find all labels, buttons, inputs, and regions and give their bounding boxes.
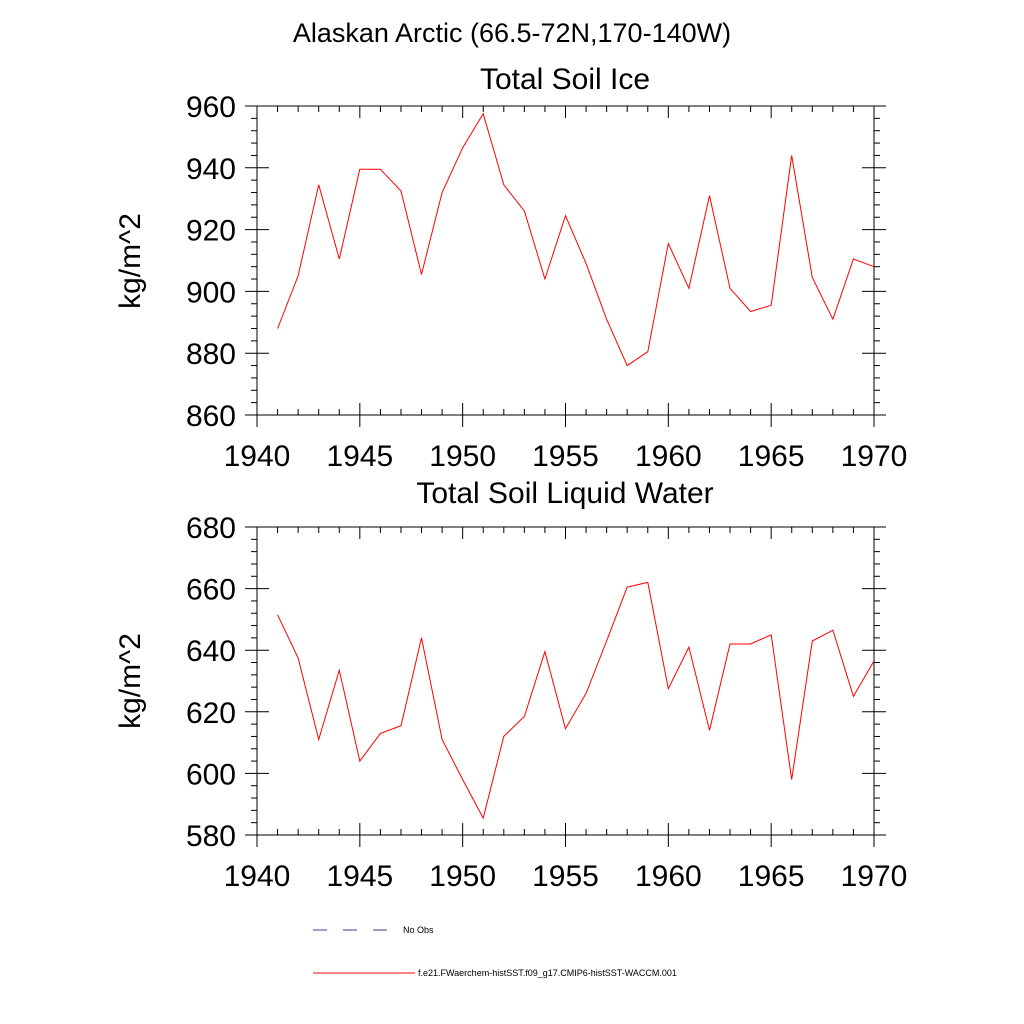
y-tick-label: 940 <box>186 153 236 186</box>
y-tick-label: 880 <box>186 338 236 371</box>
figure-title: Alaskan Arctic (66.5-72N,170-140W) <box>293 18 731 48</box>
y-tick-label: 640 <box>186 635 236 668</box>
y-axis-label: kg/m^2 <box>114 213 147 309</box>
x-tick-label: 1955 <box>532 860 599 893</box>
y-tick-label: 600 <box>186 758 236 791</box>
legend: No Obs f.e21.FWaerchem-histSST.f09_g17.C… <box>313 925 677 978</box>
x-tick-label: 1940 <box>224 860 291 893</box>
x-tick-label: 1965 <box>738 860 805 893</box>
legend-model-label: f.e21.FWaerchem-histSST.f09_g17.CMIP6-hi… <box>418 968 677 978</box>
x-tick-label: 1960 <box>635 860 702 893</box>
x-tick-label: 1970 <box>841 860 908 893</box>
y-tick-label: 620 <box>186 697 236 730</box>
x-tick-label: 1970 <box>841 440 908 473</box>
series-line <box>277 581 875 820</box>
plot-frame <box>256 526 875 836</box>
tick-group: 1940 1945 1950 1955 1960 1965 1970 860 880 900 920… <box>186 91 907 473</box>
series-group <box>277 112 875 367</box>
panel-total-soil-liquid-water: Total Soil Liquid Water kg/m^2 1940 1945 1… <box>114 477 907 893</box>
x-tick-label: 1945 <box>326 860 393 893</box>
y-tick-label: 580 <box>186 820 236 853</box>
y-tick-label: 920 <box>186 215 236 248</box>
legend-obs-label: No Obs <box>403 925 434 935</box>
x-tick-label: 1940 <box>224 440 291 473</box>
panel-title: Total Soil Liquid Water <box>416 477 713 510</box>
x-tick-label: 1945 <box>326 440 393 473</box>
y-tick-label: 680 <box>186 512 236 545</box>
x-tick-label: 1950 <box>429 440 496 473</box>
y-tick-label: 960 <box>186 91 236 124</box>
panel-title: Total Soil Ice <box>480 63 650 96</box>
y-tick-label: 660 <box>186 574 236 607</box>
y-tick-label: 860 <box>186 400 236 433</box>
y-tick-label: 900 <box>186 276 236 309</box>
x-tick-label: 1955 <box>532 440 599 473</box>
y-axis-label: kg/m^2 <box>114 633 147 729</box>
series-group <box>277 581 875 820</box>
panel-total-soil-ice: Total Soil Ice kg/m^2 1940 1945 1950 1955 19… <box>114 63 907 473</box>
plot-frame <box>256 105 875 416</box>
tick-group: 1940 1945 1950 1955 1960 1965 1970 580 600 620 640… <box>186 512 907 893</box>
x-tick-label: 1965 <box>738 440 805 473</box>
series-line <box>277 112 875 367</box>
x-tick-label: 1960 <box>635 440 702 473</box>
x-tick-label: 1950 <box>429 860 496 893</box>
